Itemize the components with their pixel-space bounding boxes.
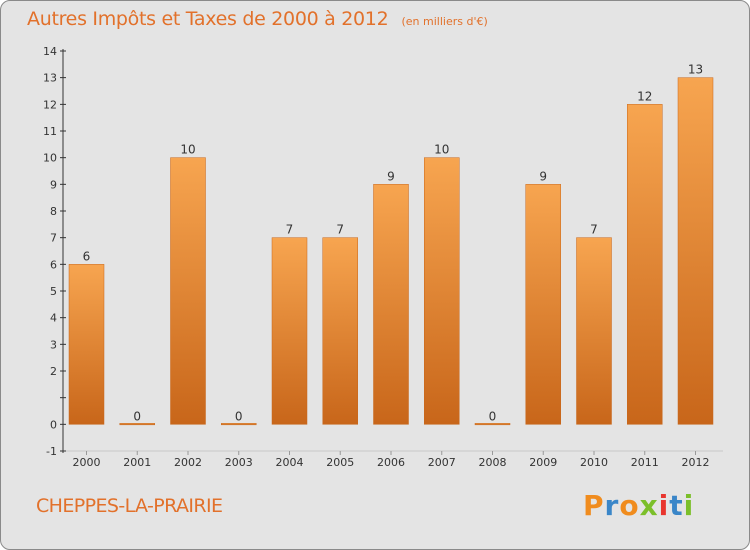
- logo-letter: P: [583, 489, 605, 522]
- y-tick-label: 2: [50, 365, 57, 378]
- logo-letter: i: [683, 489, 695, 522]
- data-label-2001: 0: [133, 409, 141, 423]
- data-label-2008: 0: [489, 409, 497, 423]
- data-label-2006: 9: [387, 169, 395, 183]
- y-tick-label: 14: [43, 45, 57, 58]
- bar-2007: [424, 157, 460, 425]
- chart-title-block: Autres Impôts et Taxes de 2000 à 2012 (e…: [27, 8, 488, 30]
- logo-letter: t: [669, 489, 684, 522]
- commune-name: CHEPPES-LA-PRAIRIE: [36, 495, 223, 517]
- y-tick-label: 10: [43, 152, 57, 165]
- logo-letter: i: [658, 489, 670, 522]
- data-label-2012: 13: [688, 63, 703, 77]
- x-tick-label-2001: 2001: [123, 456, 151, 469]
- bar-2006: [373, 184, 409, 425]
- y-tick-label: 4: [50, 312, 57, 325]
- y-tick-label: 11: [43, 125, 57, 138]
- y-tick-label: 5: [50, 285, 57, 298]
- y-tick-label: 8: [50, 205, 57, 218]
- x-tick-label-2008: 2008: [479, 456, 507, 469]
- logo-letter: r: [604, 489, 620, 522]
- data-label-2004: 7: [286, 223, 294, 237]
- bar-2010: [576, 237, 612, 425]
- x-tick-label-2005: 2005: [326, 456, 354, 469]
- x-tick-label-2002: 2002: [174, 456, 202, 469]
- data-label-2007: 10: [434, 143, 449, 157]
- bar-2009: [525, 184, 561, 425]
- chart-subtitle: (en milliers d'€): [401, 15, 488, 28]
- data-label-2009: 9: [539, 169, 547, 183]
- y-tick-label: -1: [46, 445, 57, 458]
- data-label-2002: 10: [180, 143, 195, 157]
- bar-2011: [627, 104, 663, 425]
- bar-2002: [170, 157, 206, 425]
- y-tick-label: 0: [50, 418, 57, 431]
- x-tick-label-2007: 2007: [428, 456, 456, 469]
- logo-letter: o: [619, 489, 640, 522]
- proxiti-logo[interactable]: Proxiti: [583, 489, 694, 522]
- x-tick-label-2012: 2012: [682, 456, 710, 469]
- bar-2000: [68, 264, 105, 425]
- x-tick-label-2009: 2009: [529, 456, 557, 469]
- x-tick-label-2011: 2011: [631, 456, 659, 469]
- data-label-2000: 6: [83, 249, 91, 263]
- y-tick-label: 6: [50, 258, 57, 271]
- y-tick-label: 13: [43, 72, 57, 85]
- x-tick-label-2010: 2010: [580, 456, 608, 469]
- data-label-2003: 0: [235, 409, 243, 423]
- x-tick-label-2003: 2003: [225, 456, 253, 469]
- x-tick-label-2006: 2006: [377, 456, 405, 469]
- bar-2005: [322, 237, 358, 425]
- bar-2004: [271, 237, 308, 425]
- x-tick-label-2000: 2000: [73, 456, 101, 469]
- bar-2003: [221, 423, 257, 426]
- bar-2012: [677, 77, 714, 425]
- y-tick-label: 3: [50, 338, 57, 351]
- bar-2008: [474, 423, 511, 426]
- bar-2001: [119, 423, 155, 426]
- y-tick-label: 7: [50, 232, 57, 245]
- logo-letter: x: [639, 489, 659, 522]
- data-label-2011: 12: [637, 89, 652, 103]
- chart-title: Autres Impôts et Taxes de 2000 à 2012: [27, 8, 389, 30]
- data-label-2010: 7: [590, 223, 598, 237]
- x-tick-label-2004: 2004: [276, 456, 304, 469]
- data-label-2005: 7: [336, 223, 344, 237]
- y-tick-label: 12: [43, 98, 57, 111]
- y-tick-label: 9: [50, 178, 57, 191]
